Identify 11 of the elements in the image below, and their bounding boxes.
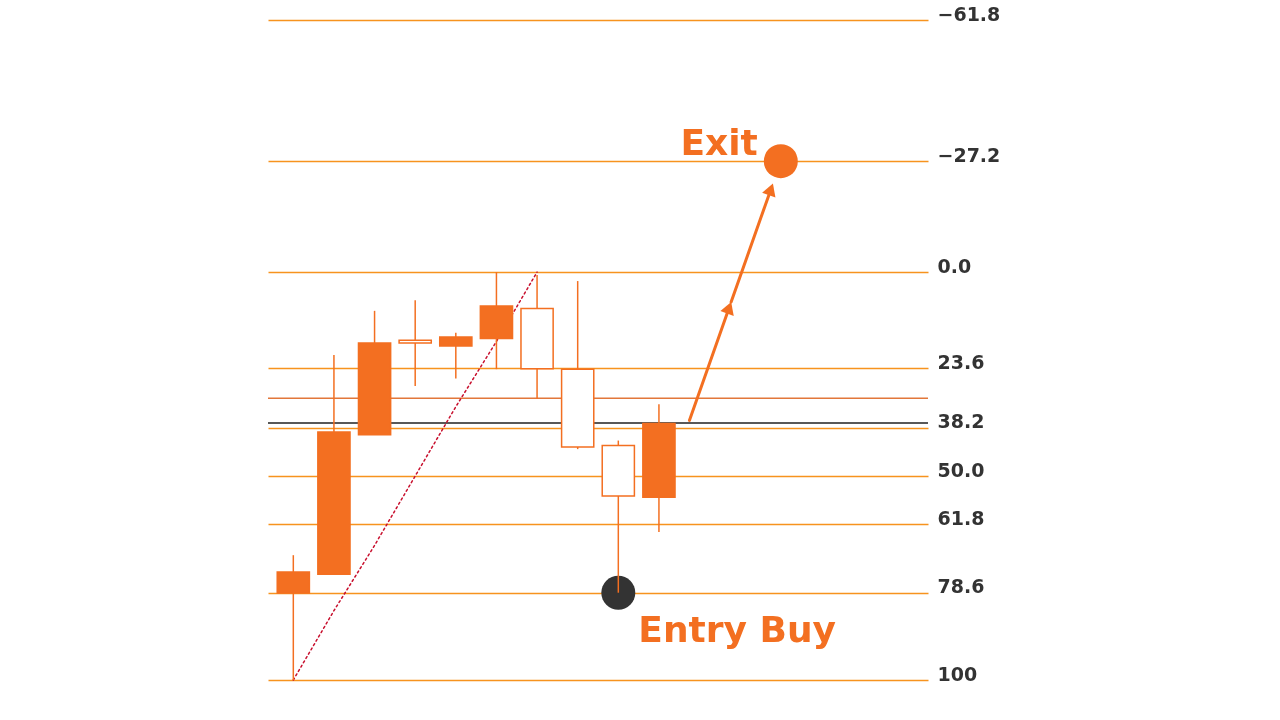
- y-tick-label: 61.8: [937, 506, 985, 529]
- y-tick-label: 38.2: [937, 410, 985, 433]
- y-tick-label: 100: [937, 662, 978, 685]
- y-tick-label: −61.8: [937, 2, 1001, 25]
- y-tick-label: 0.0: [937, 254, 972, 277]
- y-tick-label: 50.0: [937, 458, 985, 481]
- y-tick-label: 23.6: [937, 350, 985, 373]
- series-label: Exit: [680, 122, 758, 164]
- series-label: Entry Buy: [638, 608, 837, 650]
- y-tick-label: −27.2: [937, 143, 1001, 166]
- y-tick-label: 78.6: [937, 575, 985, 598]
